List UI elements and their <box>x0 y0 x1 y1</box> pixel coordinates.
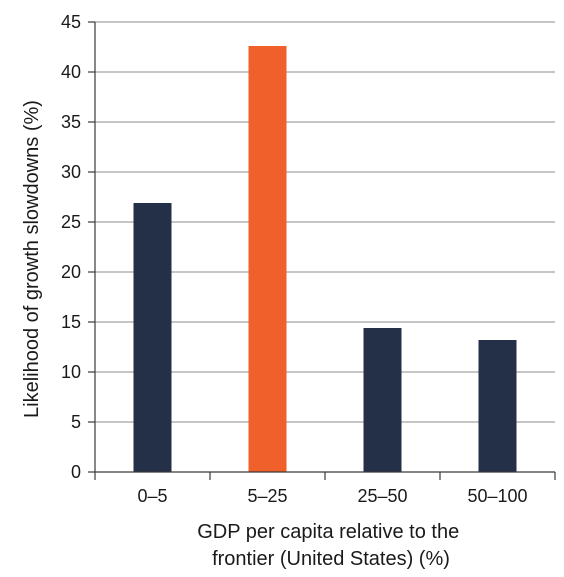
x-tick-label: 5–25 <box>247 486 287 506</box>
bars <box>133 46 517 472</box>
y-tick-label: 35 <box>61 112 81 132</box>
y-tick-label: 0 <box>71 462 81 482</box>
y-tick-label: 40 <box>61 62 81 82</box>
gridlines <box>95 21 555 423</box>
y-tick-label: 5 <box>71 412 81 432</box>
y-tick-label: 25 <box>61 212 81 232</box>
y-tick-label: 20 <box>61 262 81 282</box>
x-axis-label: GDP per capita relative to the frontier … <box>197 521 465 570</box>
x-tick-label: 50–100 <box>467 486 527 506</box>
x-axis-label-line-2: frontier (United States) (%) <box>212 548 450 570</box>
y-tick-label: 30 <box>61 162 81 182</box>
y-axis-label: Likelihood of growth slowdowns (%) <box>21 100 43 418</box>
bar-5–25 <box>248 46 287 472</box>
bar-25–50 <box>363 328 402 472</box>
x-axis-label-line-1: GDP per capita relative to the <box>197 521 459 543</box>
y-tick-labels: 0 5 10 15 20 25 30 35 40 45 <box>61 12 95 482</box>
x-tick-labels: 0–5 5–25 25–50 50–100 <box>94 472 556 506</box>
bar-0–5 <box>133 203 172 472</box>
y-tick-label: 15 <box>61 312 81 332</box>
x-tick-label: 25–50 <box>357 486 407 506</box>
y-tick-label: 10 <box>61 362 81 382</box>
x-tick-label: 0–5 <box>137 486 167 506</box>
y-tick-label: 45 <box>61 12 81 32</box>
bar-50–100 <box>478 340 517 472</box>
